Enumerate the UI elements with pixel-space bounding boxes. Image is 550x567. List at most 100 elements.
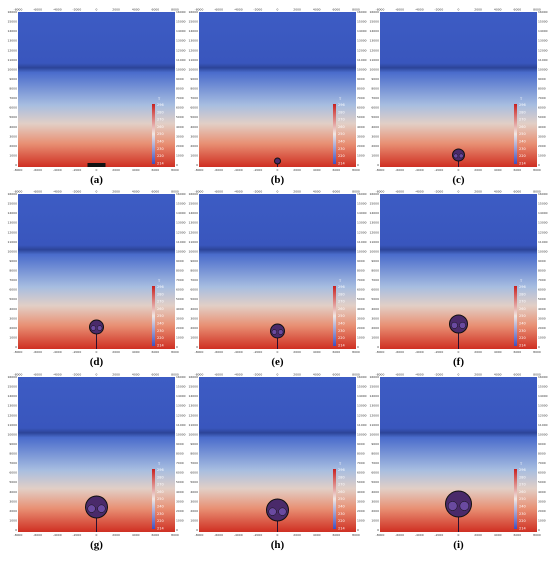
colorbar-tick: 214 — [157, 161, 164, 165]
y-tick-label: 6000 — [190, 106, 198, 110]
colorbar-tick: 230 — [157, 147, 164, 151]
colorbar-tick: 214 — [519, 343, 526, 347]
colorbar-tick: 214 — [519, 526, 526, 530]
vortex — [459, 501, 470, 511]
y-tick-label: 15000 — [188, 202, 198, 206]
panel-label: (h) — [271, 539, 285, 551]
y-tick-label: 16000 — [538, 375, 548, 379]
colorbar-tick: 230 — [519, 329, 526, 333]
y-tick-label: 1000 — [371, 518, 379, 522]
colorbar-tick: 220 — [338, 154, 345, 158]
x-tick-label: -6000 — [33, 533, 42, 537]
y-tick-label: 3000 — [9, 316, 17, 320]
y-tick-label: 0 — [357, 345, 359, 349]
y-tick-label: 5000 — [538, 480, 546, 484]
y-tick-label: 9000 — [371, 442, 379, 446]
colorbar-title: T — [157, 462, 161, 466]
y-tick-label: 12000 — [176, 48, 186, 52]
x-tick-label: -2000 — [254, 190, 263, 194]
x-tick-label: -2000 — [254, 533, 263, 537]
x-tick-label: 6000 — [514, 533, 522, 537]
x-tick-label: -8000 — [195, 533, 204, 537]
panel: -8000 -8000 -6000 -6000 -4000 -4000 -2000 -2000… — [188, 373, 366, 552]
y-tick-label: 2000 — [176, 326, 184, 330]
y-tick-label: 9000 — [176, 77, 184, 81]
y-tick-label: 14000 — [357, 29, 367, 33]
x-tick-label: 2000 — [112, 168, 120, 172]
x-tick-label: 4000 — [132, 533, 140, 537]
x-tick-label: 6000 — [514, 190, 522, 194]
y-tick-label: 4000 — [190, 307, 198, 311]
y-tick-label: 15000 — [176, 202, 186, 206]
y-tick-label: 1000 — [371, 335, 379, 339]
x-tick-label: 4000 — [132, 168, 140, 172]
y-tick-label: 3000 — [9, 499, 17, 503]
y-tick-label: 12000 — [7, 230, 17, 234]
y-tick-label: 1000 — [371, 153, 379, 157]
y-tick-label: 7000 — [357, 461, 365, 465]
y-tick-label: 15000 — [369, 385, 379, 389]
x-tick-label: 4000 — [313, 373, 321, 377]
x-tick-label: 2000 — [474, 533, 482, 537]
y-tick-label: 9000 — [538, 77, 546, 81]
x-tick-label: 8000 — [352, 350, 360, 354]
x-tick-label: -8000 — [376, 190, 385, 194]
y-tick-label: 3000 — [538, 499, 546, 503]
y-tick-label: 14000 — [7, 211, 17, 215]
y-tick-label: 16000 — [357, 375, 367, 379]
x-tick-label: 0 — [458, 168, 460, 172]
colorbar-tick: 240 — [338, 322, 345, 326]
y-tick-label: 10000 — [176, 249, 186, 253]
x-tick-label: -2000 — [435, 168, 444, 172]
y-tick-label: 2000 — [190, 509, 198, 513]
y-tick-label: 6000 — [538, 288, 546, 292]
x-tick-label: -6000 — [214, 168, 223, 172]
x-tick-label: -2000 — [73, 190, 82, 194]
y-tick-label: 14000 — [369, 211, 379, 215]
y-tick-label: 8000 — [176, 269, 184, 273]
x-tick-label: 6000 — [333, 373, 341, 377]
colorbar-tick: 296 — [519, 103, 526, 107]
y-tick-label: 5000 — [9, 480, 17, 484]
y-tick-label: 14000 — [188, 394, 198, 398]
y-tick-label: 10000 — [357, 432, 367, 436]
colorbar-tick: 260 — [338, 307, 345, 311]
x-tick-label: 0 — [96, 350, 98, 354]
x-tick-label: -8000 — [14, 350, 23, 354]
y-tick-label: 16000 — [538, 192, 548, 196]
y-tick-label: 0 — [377, 345, 379, 349]
y-tick-label: 7000 — [9, 278, 17, 282]
y-tick-label: 12000 — [538, 413, 548, 417]
x-tick-label: 2000 — [474, 373, 482, 377]
y-tick-label: 9000 — [538, 259, 546, 263]
y-tick-label: 6000 — [538, 471, 546, 475]
y-tick-label: 13000 — [538, 221, 548, 225]
y-tick-label: 12000 — [188, 230, 198, 234]
colorbar-tick: 296 — [157, 468, 164, 472]
colorbar-tick: 240 — [519, 140, 526, 144]
y-tick-label: 7000 — [357, 96, 365, 100]
colorbar-tick: 270 — [519, 300, 526, 304]
x-tick-label: 0 — [277, 8, 279, 12]
y-tick-label: 9000 — [357, 442, 365, 446]
y-tick-label: 16000 — [176, 192, 186, 196]
x-tick-label: 2000 — [112, 533, 120, 537]
y-tick-label: 4000 — [9, 307, 17, 311]
y-tick-label: 0 — [176, 528, 178, 532]
panel: -8000 -8000 -6000 -6000 -4000 -4000 -2000 -2000… — [7, 190, 185, 369]
x-tick-label: 0 — [96, 8, 98, 12]
x-tick-label: -4000 — [415, 168, 424, 172]
colorbar-tick: 250 — [157, 497, 164, 501]
y-tick-label: 1000 — [357, 335, 365, 339]
y-tick-label: 4000 — [9, 125, 17, 129]
y-tick-label: 4000 — [190, 490, 198, 494]
y-tick-label: 15000 — [538, 20, 548, 24]
x-tick-label: 8000 — [171, 190, 179, 194]
x-tick-label: -8000 — [195, 373, 204, 377]
x-tick-label: -8000 — [376, 8, 385, 12]
y-tick-label: 5000 — [357, 297, 365, 301]
y-tick-label: 10000 — [188, 249, 198, 253]
y-tick-label: 14000 — [176, 211, 186, 215]
colorbar-tick: 270 — [338, 300, 345, 304]
y-tick-label: 8000 — [371, 87, 379, 91]
